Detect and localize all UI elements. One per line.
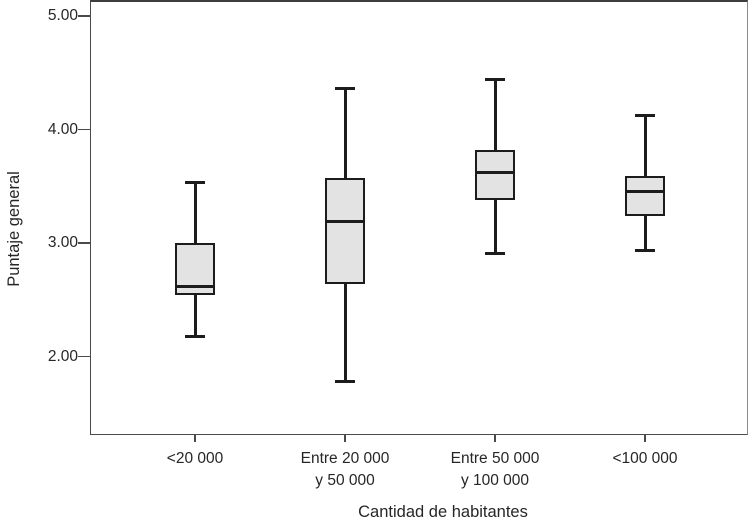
x-axis-end-tick	[747, 435, 749, 442]
x-tick-label-line: Entre 20 000	[300, 450, 390, 467]
x-tick-label-line: <100 000	[612, 450, 678, 467]
x-tick-label-line: y 50 000	[315, 471, 375, 489]
boxplot-whisker-cap-bottom	[635, 249, 655, 253]
boxplot-whisker-cap-top	[335, 87, 355, 91]
boxplot-median-line	[175, 284, 215, 288]
x-tick-label-line: Entre 50 000	[450, 450, 540, 467]
boxplot-box	[475, 149, 515, 200]
x-tick-label: <20 000	[105, 448, 285, 470]
plot-area	[90, 0, 748, 435]
boxplot-whisker-cap-top	[185, 181, 205, 185]
boxplot-whisker-cap-top	[635, 114, 655, 118]
x-axis-title: Cantidad de habitantes	[358, 503, 528, 521]
y-tick-mark	[78, 355, 90, 358]
y-tick-mark	[78, 128, 90, 131]
x-tick-label: <100 000	[555, 448, 735, 470]
y-tick-label: 4.00	[47, 120, 78, 138]
y-tick-mark	[78, 242, 90, 244]
x-tick-label: Entre 20 000 y 50 000	[255, 448, 435, 491]
y-axis-title: Puntaje general	[5, 171, 23, 287]
y-tick-label: 5.00	[47, 7, 78, 24]
x-tick-mark	[194, 435, 196, 442]
y-tick-label: 2.00	[47, 347, 78, 365]
boxplot-whisker-cap-bottom	[335, 379, 355, 383]
boxplot-median-line	[325, 219, 365, 223]
boxplot-box	[325, 178, 365, 284]
y-tick-mark	[78, 15, 90, 17]
y-tick-label: 3.00	[47, 234, 78, 251]
boxplot-whisker-cap-bottom	[485, 251, 505, 255]
boxplot-whisker-cap-top	[485, 78, 505, 82]
x-tick-mark	[644, 435, 646, 442]
boxplot-median-line	[625, 190, 665, 194]
boxplot-median-line	[475, 171, 515, 175]
x-tick-mark	[344, 435, 346, 442]
boxplot-whisker-cap-bottom	[185, 334, 205, 338]
boxplot-box	[625, 176, 665, 216]
x-tick-label: Entre 50 000 y 100 000	[405, 448, 585, 491]
x-tick-label-line: <20 000	[166, 450, 224, 467]
x-tick-label-line: y 100 000	[460, 471, 530, 489]
x-tick-mark	[494, 435, 496, 442]
